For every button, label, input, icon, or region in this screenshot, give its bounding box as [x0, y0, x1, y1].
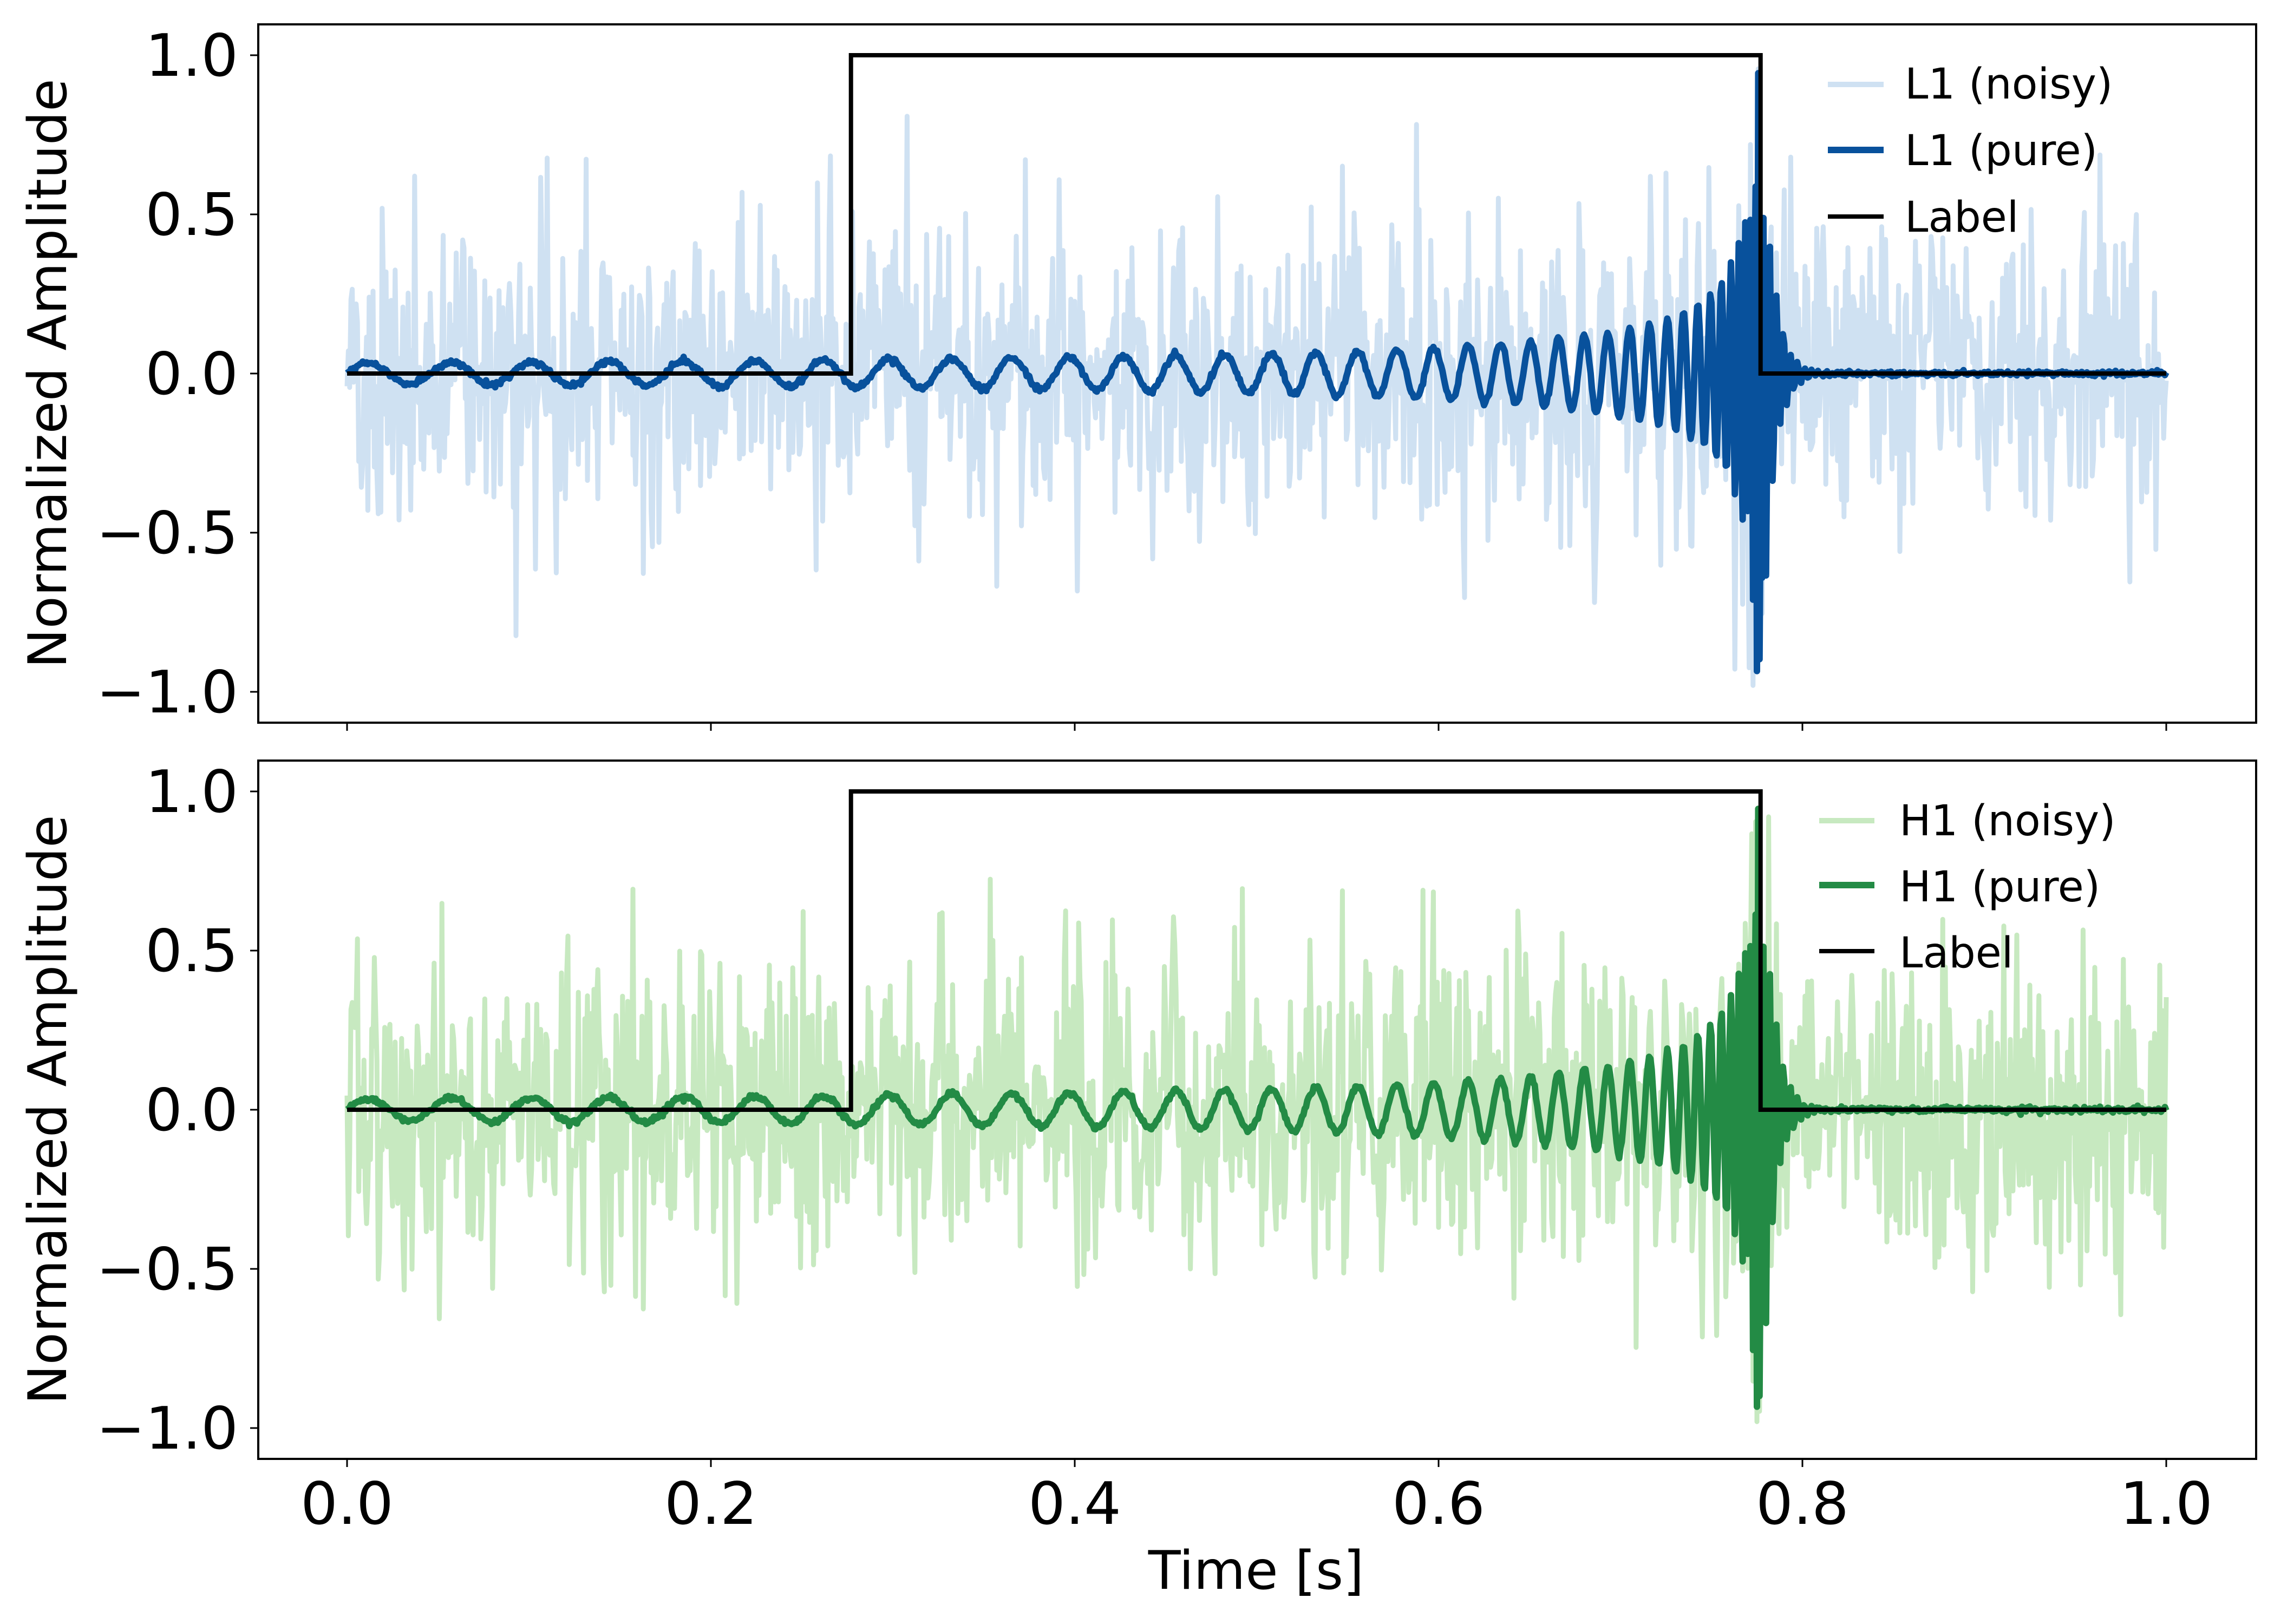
y-tick-label: −0.5: [96, 1236, 238, 1304]
legend-label-l1-noisy: L1 (noisy): [1905, 60, 2113, 109]
y-tick-label: −0.5: [96, 500, 238, 567]
bottom-panel: 1.0 0.5 0.0 −0.5 −1.0 0.0 0.2 0.4 0.6 0.8 1.0 Nor…: [17, 758, 2257, 1602]
l1-label-line: [347, 53, 2166, 376]
y-tick-label: 0.0: [145, 1077, 238, 1144]
legend-label-label: Label: [1899, 929, 2013, 978]
top-legend: L1 (noisy) L1 (pure) Label: [1828, 60, 2113, 242]
bottom-x-axis: 0.0 0.2 0.4 0.6 0.8 1.0: [300, 1459, 2213, 1538]
x-tick-label: 0.0: [300, 1470, 394, 1538]
y-tick-label: 0.0: [145, 340, 238, 408]
bottom-legend: H1 (noisy) H1 (pure) Label: [1819, 797, 2116, 978]
top-panel: 1.0 0.5 0.0 −0.5 −1.0 Normalized Amplitude L…: [17, 22, 2257, 731]
y-tick-label: −1.0: [96, 1395, 238, 1463]
h1-noisy-line: [344, 814, 2169, 1424]
bottom-y-axis: 1.0 0.5 0.0 −0.5 −1.0: [96, 758, 258, 1463]
x-tick-label: 0.6: [1392, 1470, 1485, 1538]
bottom-y-axis-label: Normalized Amplitude: [17, 815, 79, 1404]
legend-label-label: Label: [1905, 193, 2018, 242]
y-tick-label: 1.0: [145, 758, 238, 826]
top-y-axis-label: Normalized Amplitude: [17, 78, 79, 668]
legend-label-l1-pure: L1 (pure): [1905, 127, 2097, 175]
x-tick-label: 0.4: [1028, 1470, 1121, 1538]
y-tick-label: −1.0: [96, 659, 238, 726]
legend-label-h1-noisy: H1 (noisy): [1899, 797, 2116, 846]
top-y-axis: 1.0 0.5 0.0 −0.5 −1.0: [96, 22, 258, 726]
y-tick-label: 0.5: [145, 181, 238, 249]
h1-label-line: [347, 789, 2166, 1112]
top-x-axis: [346, 723, 2167, 731]
y-tick-label: 0.5: [145, 918, 238, 985]
l1-noisy-line: [344, 66, 2169, 688]
x-tick-label: 1.0: [2120, 1470, 2213, 1538]
x-tick-label: 0.2: [664, 1470, 757, 1538]
legend-label-h1-pure: H1 (pure): [1899, 863, 2100, 912]
x-tick-label: 0.8: [1756, 1470, 1849, 1538]
y-tick-label: 1.0: [145, 22, 238, 90]
bottom-x-axis-label: Time [s]: [1148, 1540, 1364, 1602]
